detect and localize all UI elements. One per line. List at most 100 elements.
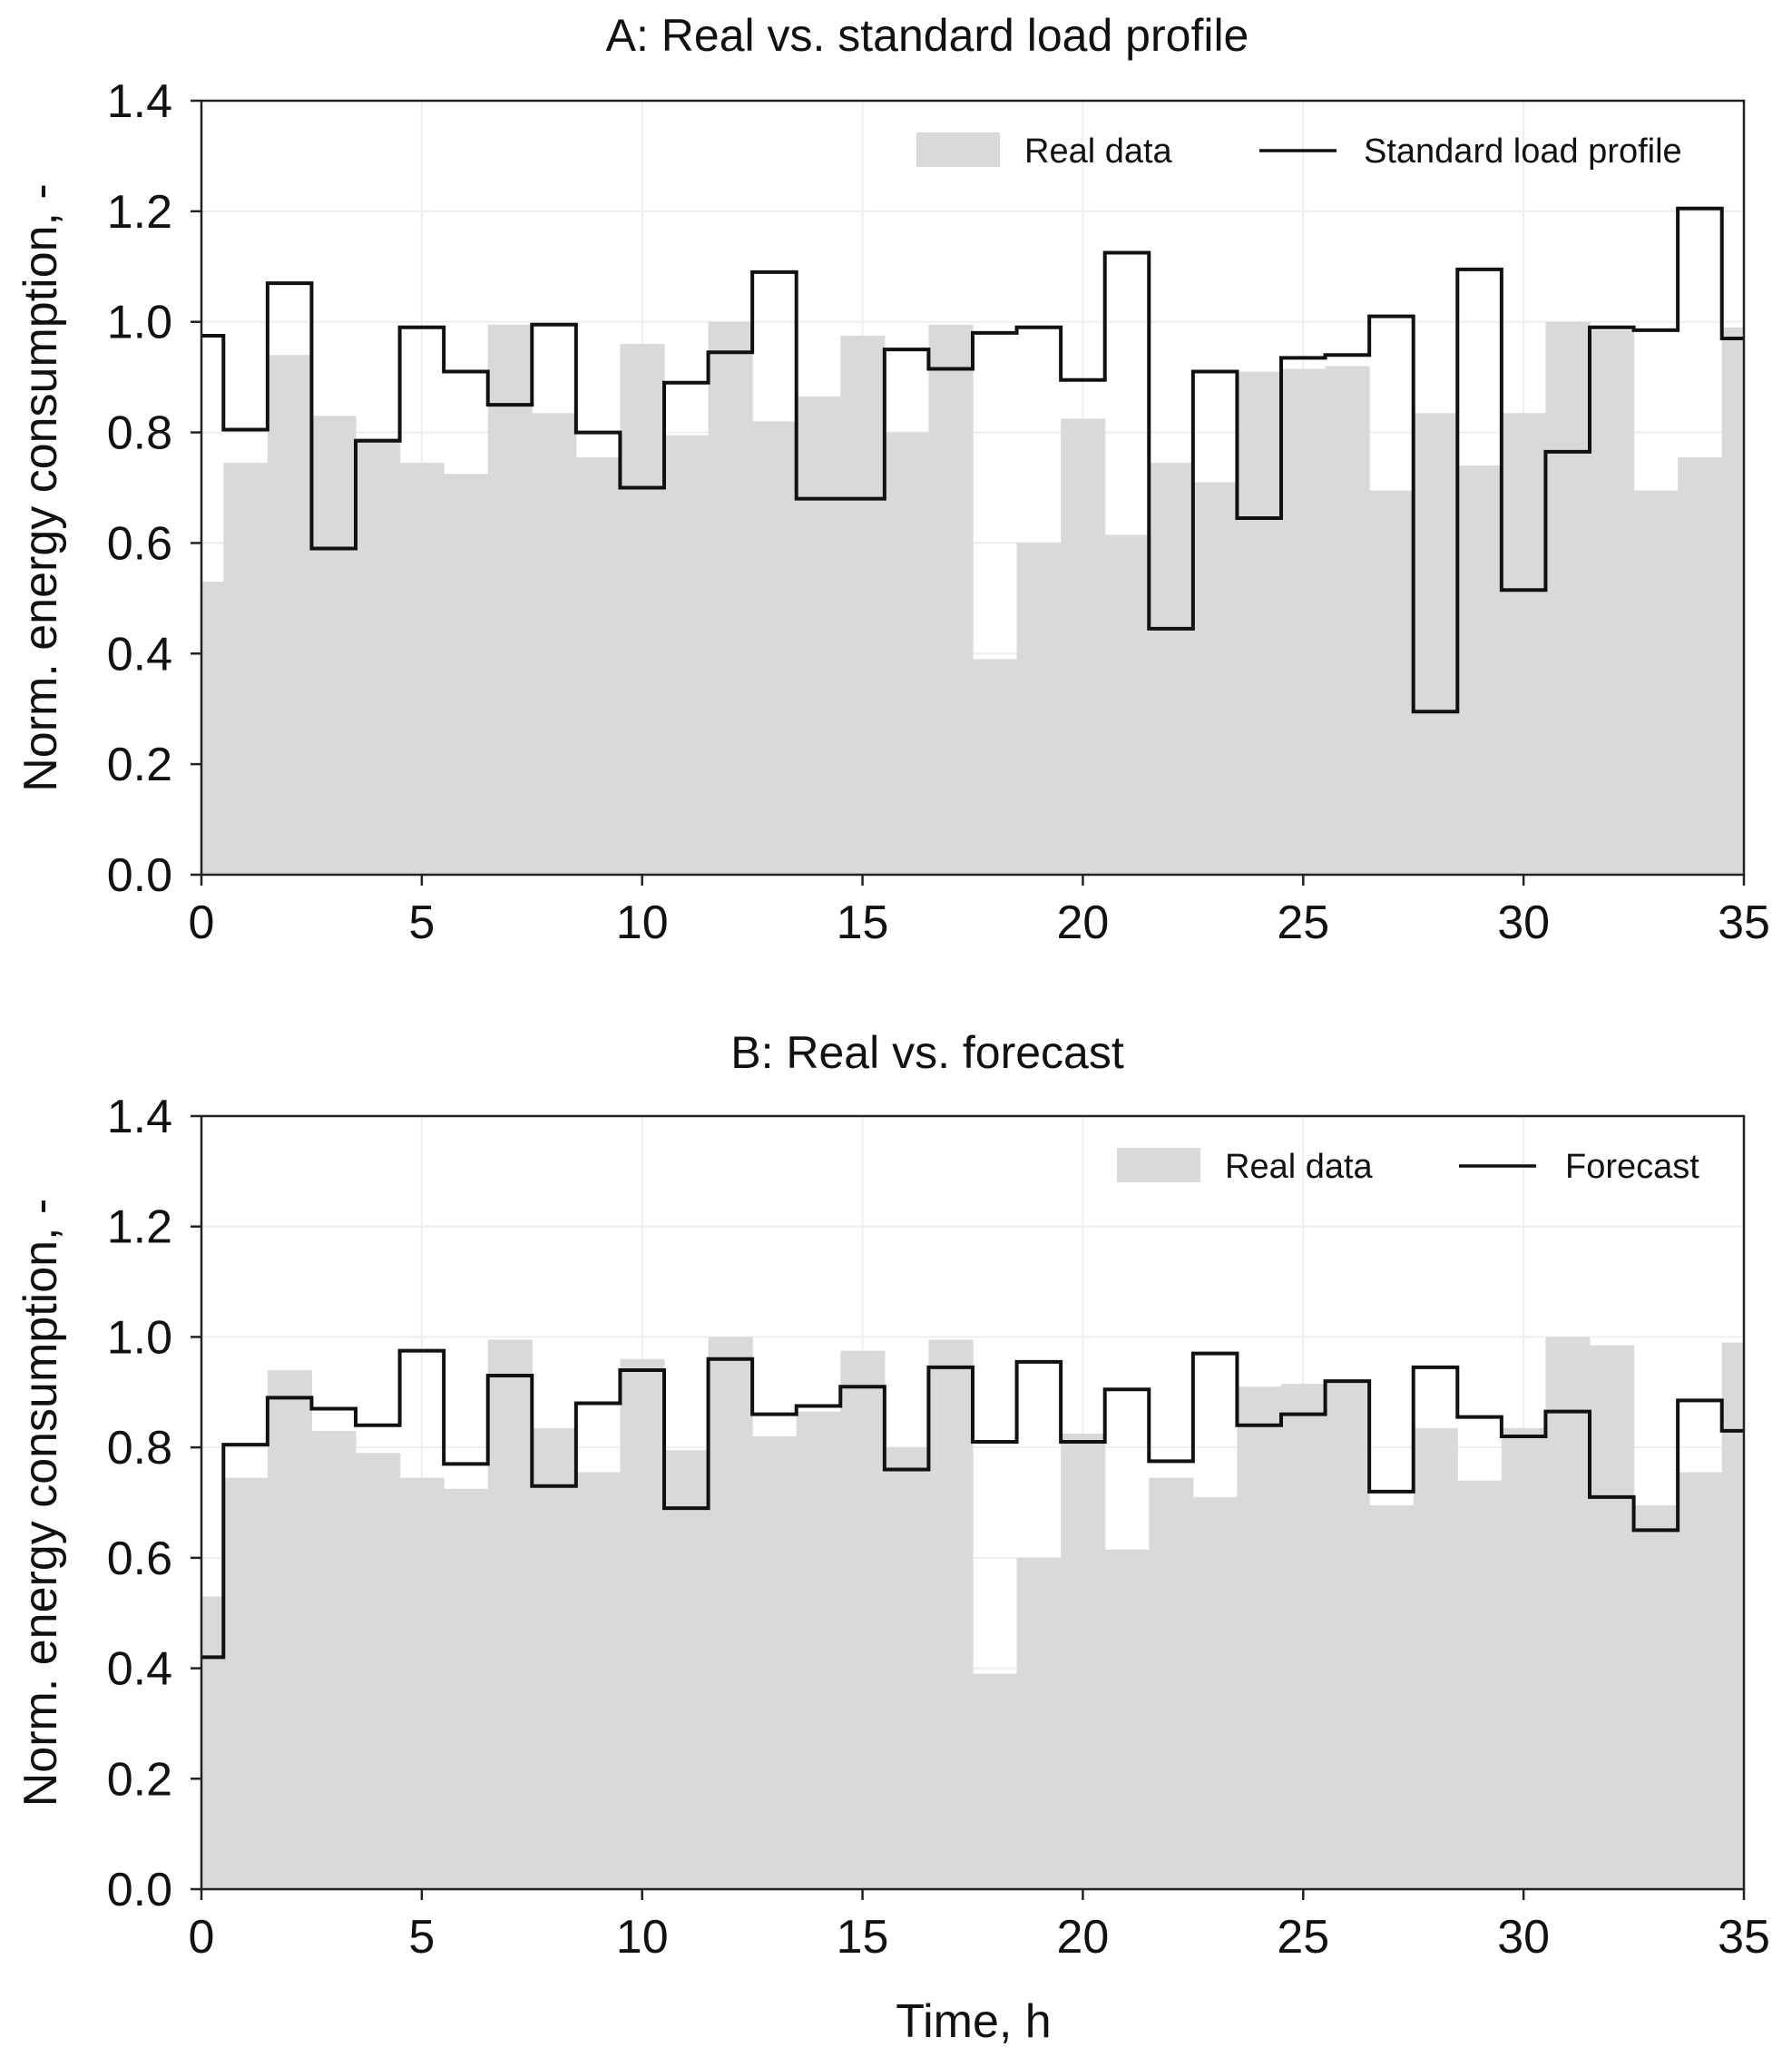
real-data-bar <box>1413 1427 1458 1889</box>
real-data-bar <box>399 463 445 875</box>
standard-load-profile-line <box>201 206 1744 714</box>
y-tick-label: 0.0 <box>107 1864 172 1916</box>
real-data-bar <box>1678 456 1723 875</box>
real-data-bar <box>1678 1472 1723 1889</box>
real-data-bar <box>223 1477 269 1889</box>
chart-title: A: Real vs. standard load profile <box>606 10 1249 61</box>
real-data-bar <box>1149 463 1194 875</box>
real-data-bar <box>575 456 622 875</box>
real-data-bar <box>752 421 798 875</box>
real-data-bar <box>796 1411 841 1889</box>
real-data-bar <box>1457 1480 1503 1889</box>
real-data-bar <box>201 582 224 875</box>
real-data-bar <box>487 324 533 875</box>
real-data-bar <box>1149 1477 1194 1889</box>
real-data-bar <box>1590 1345 1635 1889</box>
real-data-bar <box>1192 482 1239 875</box>
real-data-bar <box>356 437 401 875</box>
y-tick-label: 0.8 <box>107 1422 172 1474</box>
real-data-bar <box>928 324 974 875</box>
real-data-bar <box>752 1435 798 1889</box>
real-data-bar <box>1545 321 1591 875</box>
real-data-bar <box>708 1337 753 1889</box>
y-tick-label: 0.4 <box>107 628 172 681</box>
real-data-bar <box>708 321 753 875</box>
real-data-bar <box>444 474 489 875</box>
y-tick-label: 0.8 <box>107 407 172 460</box>
x-tick-label: 20 <box>1057 896 1110 949</box>
x-tick-label: 10 <box>616 896 669 949</box>
y-axis-label: Norm. energy consumption, - <box>15 183 67 792</box>
real-data-series <box>201 1337 1745 1889</box>
chart-panel-b: 0 5 10 15 20 25 30 35 0.0 0.2 0.4 0.6 0.8 1.0 1.2 1.4 B:… <box>15 1027 1770 2048</box>
real-data-bar <box>840 1350 886 1889</box>
plot-frame <box>200 1114 1746 1891</box>
real-data-bar <box>487 1339 533 1889</box>
chart-title: B: Real vs. forecast <box>730 1027 1124 1078</box>
x-tick-label: 15 <box>837 896 889 949</box>
real-data-bar <box>1501 1427 1547 1889</box>
real-data-bar <box>1016 1557 1062 1889</box>
real-data-bar <box>201 1596 224 1889</box>
x-tick-label: 0 <box>189 896 215 949</box>
y-tick-label: 1.0 <box>107 297 172 349</box>
real-data-bar <box>884 432 930 875</box>
real-data-bar <box>1501 413 1547 875</box>
y-tick-label: 1.2 <box>107 186 172 239</box>
real-data-bar <box>1016 543 1062 875</box>
legend-label-real-data: Real data <box>1225 1148 1374 1186</box>
real-data-bar <box>1633 490 1679 875</box>
real-data-bar <box>1721 1342 1745 1889</box>
x-tick-label: 30 <box>1497 1911 1550 1964</box>
y-tick-label: 0.6 <box>107 517 172 570</box>
real-data-bar <box>1413 413 1458 875</box>
real-data-bar <box>267 355 313 875</box>
x-axis-label: Time, h <box>896 1995 1051 2048</box>
real-data-bar <box>1237 371 1282 875</box>
x-tick-label: 25 <box>1277 1911 1329 1964</box>
x-tick-label: 20 <box>1057 1911 1110 1964</box>
real-data-bar <box>840 335 886 876</box>
real-data-bar <box>796 396 841 875</box>
real-data-bar <box>620 344 665 876</box>
legend-swatch-real-data <box>1117 1148 1200 1182</box>
legend-label-real-data: Real data <box>1024 132 1173 171</box>
legend: Real data Standard load profile <box>916 132 1682 171</box>
real-data-bar <box>1457 465 1503 875</box>
real-data-bar <box>884 1447 930 1889</box>
legend-swatch-real-data <box>916 132 1000 167</box>
x-tick-label: 35 <box>1718 896 1770 949</box>
y-tick-label: 1.2 <box>107 1201 172 1254</box>
y-tick-label: 0.2 <box>107 1753 172 1806</box>
real-data-bar <box>1281 368 1327 876</box>
legend: Real data Forecast <box>1117 1148 1699 1186</box>
real-data-bar <box>928 1339 974 1889</box>
legend-label-line: Standard load profile <box>1364 132 1682 171</box>
y-tick-label: 0.2 <box>107 739 172 791</box>
real-data-bar <box>664 1450 710 1889</box>
real-data-bar <box>664 435 710 875</box>
real-data-bar <box>1325 1381 1370 1889</box>
real-data-bar <box>620 1358 665 1889</box>
real-data-bar <box>1633 1505 1679 1889</box>
y-axis-label: Norm. energy consumption, - <box>15 1199 67 1807</box>
x-tick-label: 25 <box>1277 896 1329 949</box>
real-data-bar <box>267 1369 313 1889</box>
legend-label-line: Forecast <box>1565 1148 1699 1186</box>
real-data-bar <box>1237 1386 1282 1889</box>
chart-panel-a: 0 5 10 15 20 25 30 35 0.0 0.2 0.4 0.6 0.8 1.0 1.2 1.4 A:… <box>15 10 1770 949</box>
real-data-bar <box>1061 1433 1106 1889</box>
plot-frame <box>200 99 1746 877</box>
real-data-bar <box>1590 329 1635 875</box>
forecast-line <box>201 1348 1744 1660</box>
real-data-bar <box>1369 1505 1415 1889</box>
real-data-bar <box>532 1427 577 1889</box>
real-data-bar <box>1192 1496 1239 1889</box>
x-tick-label: 15 <box>837 1911 889 1964</box>
real-data-bar <box>444 1488 489 1889</box>
x-tick-label: 30 <box>1497 896 1550 949</box>
real-data-bar <box>1104 534 1150 875</box>
real-data-bar <box>311 1430 357 1889</box>
